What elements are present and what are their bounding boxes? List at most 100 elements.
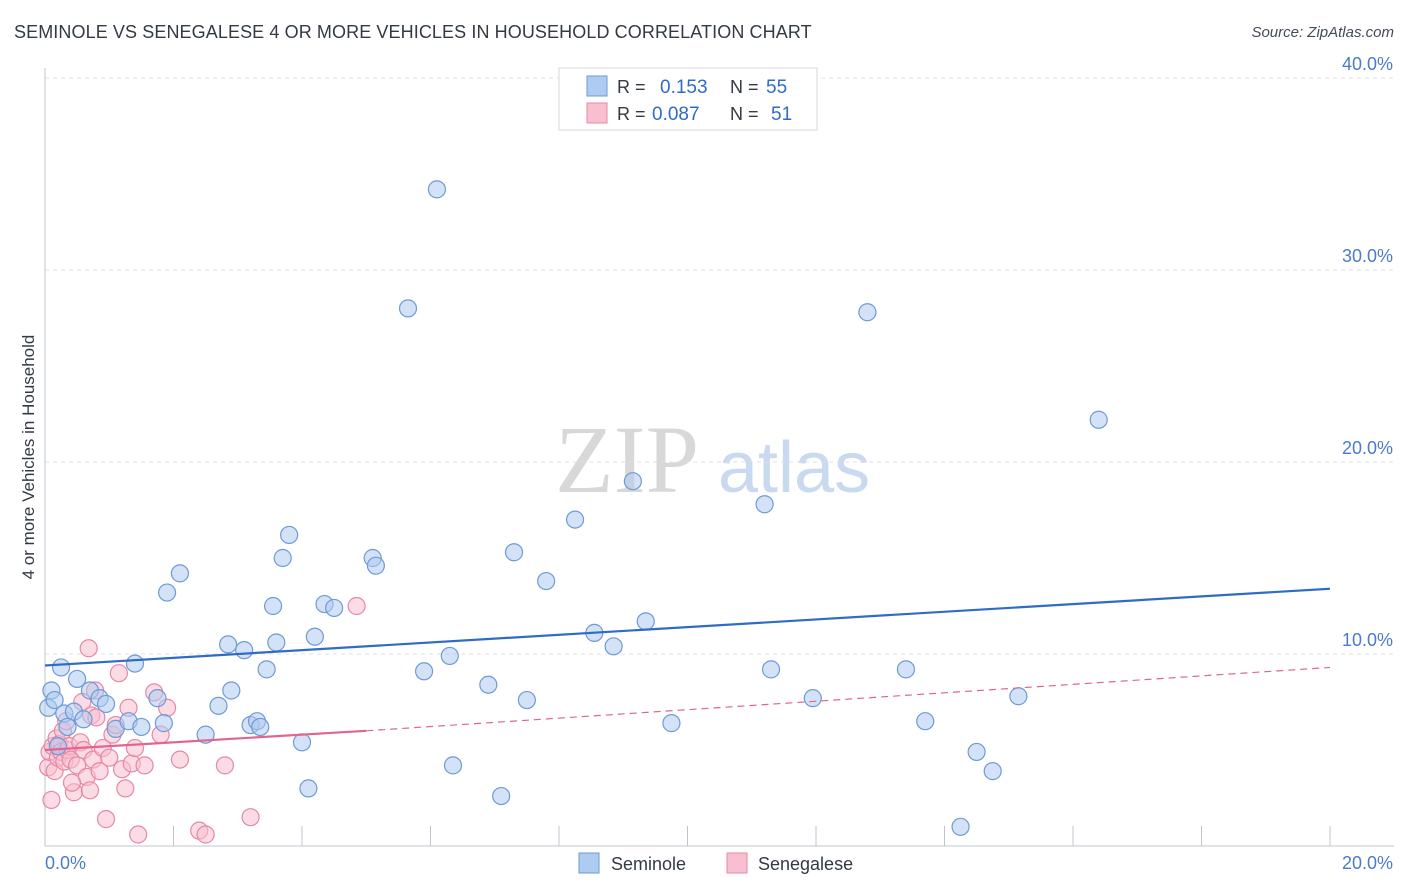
watermark-zip: ZIP <box>555 406 699 513</box>
series-legend: Seminole Senegalese <box>578 852 853 874</box>
seminole-point-59 <box>803 689 822 708</box>
y-tick-labels: 10.0% 20.0% 30.0% 40.0% <box>1342 54 1393 650</box>
seminole-point-17 <box>148 689 167 708</box>
seminole-trend-line <box>44 587 1331 667</box>
seminole-point-66 <box>1009 687 1028 706</box>
senegalese-point-45 <box>215 756 234 775</box>
senegalese-point-47 <box>347 596 366 616</box>
seminole-point-44 <box>440 646 459 666</box>
senegalese-point-42 <box>170 750 190 769</box>
seminole-point-15 <box>125 654 145 673</box>
seminole-r-label: R = <box>617 77 646 97</box>
seminole-point-64 <box>967 742 986 762</box>
seminole-point-67 <box>1089 410 1108 429</box>
seminole-point-23 <box>222 681 241 700</box>
seminole-point-38 <box>325 598 344 618</box>
senegalese-point-37 <box>129 825 148 844</box>
y-tick-label-40: 40.0% <box>1342 54 1393 74</box>
seminole-point-42 <box>398 299 418 318</box>
watermark-atlas: atlas <box>718 428 870 508</box>
senegalese-n-value: 51 <box>771 104 792 125</box>
seminole-point-33 <box>280 525 299 545</box>
seminole-point-31 <box>267 633 286 652</box>
series-legend-label-seminole: Seminole <box>611 854 686 874</box>
chart-title: SEMINOLE VS SENEGALESE 4 OR MORE VEHICLE… <box>14 22 812 42</box>
seminole-point-65 <box>983 762 1002 781</box>
seminole-point-29 <box>257 660 276 679</box>
seminole-point-53 <box>604 637 623 656</box>
seminole-point-63 <box>951 817 970 836</box>
seminole-point-34 <box>292 733 312 752</box>
senegalese-r-value: 0.087 <box>652 104 700 125</box>
seminole-point-58 <box>761 660 781 679</box>
watermark: ZIP atlas <box>555 406 870 513</box>
seminole-point-25 <box>235 641 254 660</box>
seminole-point-49 <box>517 690 536 710</box>
senegalese-n-label: N = <box>730 104 759 124</box>
seminole-point-47 <box>492 786 511 806</box>
seminole-point-21 <box>196 725 215 744</box>
senegalese-point-25 <box>90 762 109 781</box>
seminole-r-value: 0.153 <box>660 77 708 98</box>
trend-lines <box>44 587 1331 752</box>
seminole-points <box>39 180 1108 836</box>
seminole-point-62 <box>916 712 935 731</box>
senegalese-r-label: R = <box>617 104 646 124</box>
seminole-point-9 <box>74 710 93 729</box>
series-legend-swatch-senegalese <box>726 852 748 874</box>
seminole-point-3 <box>48 737 67 756</box>
seminole-point-56 <box>662 714 681 733</box>
senegalese-point-44 <box>196 825 215 844</box>
seminole-point-12 <box>96 694 116 714</box>
seminole-point-28 <box>251 717 270 737</box>
seminole-point-18 <box>154 714 173 733</box>
seminole-legend-swatch <box>586 75 608 97</box>
seminole-point-35 <box>299 779 318 798</box>
x-ticks <box>44 826 1331 846</box>
seminole-point-60 <box>858 303 877 322</box>
seminole-point-54 <box>623 472 642 491</box>
seminole-point-43 <box>414 662 434 681</box>
seminole-point-30 <box>263 596 283 616</box>
y-tick-label-30: 30.0% <box>1342 246 1393 266</box>
senegalese-trend-extension <box>366 666 1331 732</box>
senegalese-point-2 <box>42 790 61 810</box>
seminole-n-label: N = <box>730 77 759 97</box>
seminole-point-16 <box>132 717 151 737</box>
seminole-point-57 <box>755 495 774 514</box>
x-tick-label-min: 0.0% <box>45 853 86 873</box>
seminole-point-46 <box>479 675 498 694</box>
seminole-point-2 <box>45 690 64 710</box>
y-tick-label-10: 10.0% <box>1342 630 1393 650</box>
y-tick-label-20: 20.0% <box>1342 438 1393 458</box>
y-axis-label: 4 or more Vehicles in Household <box>19 335 38 580</box>
seminole-point-45 <box>443 756 463 775</box>
seminole-point-36 <box>305 627 324 646</box>
seminole-point-22 <box>209 696 228 715</box>
gridlines <box>45 77 1394 655</box>
seminole-point-61 <box>896 660 916 679</box>
stats-legend: R = 0.153 N = 55 R = 0.087 N = 51 <box>558 67 818 131</box>
senegalese-point-48 <box>79 639 98 658</box>
seminole-point-41 <box>427 180 447 199</box>
seminole-point-4 <box>51 658 71 677</box>
senegalese-legend-swatch <box>586 102 608 124</box>
senegalese-point-33 <box>116 779 135 798</box>
seminole-n-value: 55 <box>766 77 787 98</box>
seminole-point-51 <box>565 510 585 529</box>
seminole-point-48 <box>504 543 524 562</box>
senegalese-point-27 <box>96 810 116 829</box>
series-legend-swatch-seminole <box>578 852 600 874</box>
x-tick-labels: 0.0% 20.0% <box>45 853 1393 873</box>
senegalese-point-38 <box>135 756 154 775</box>
senegalese-point-28 <box>100 748 119 767</box>
senegalese-point-20 <box>80 781 100 800</box>
axes <box>44 68 1394 847</box>
seminole-point-8 <box>68 669 87 689</box>
senegalese-point-50 <box>62 773 82 792</box>
source-label: Source: ZipAtlas.com <box>1251 24 1394 41</box>
senegalese-point-46 <box>241 808 260 827</box>
seminole-point-32 <box>273 548 292 568</box>
senegalese-point-36 <box>125 738 145 758</box>
